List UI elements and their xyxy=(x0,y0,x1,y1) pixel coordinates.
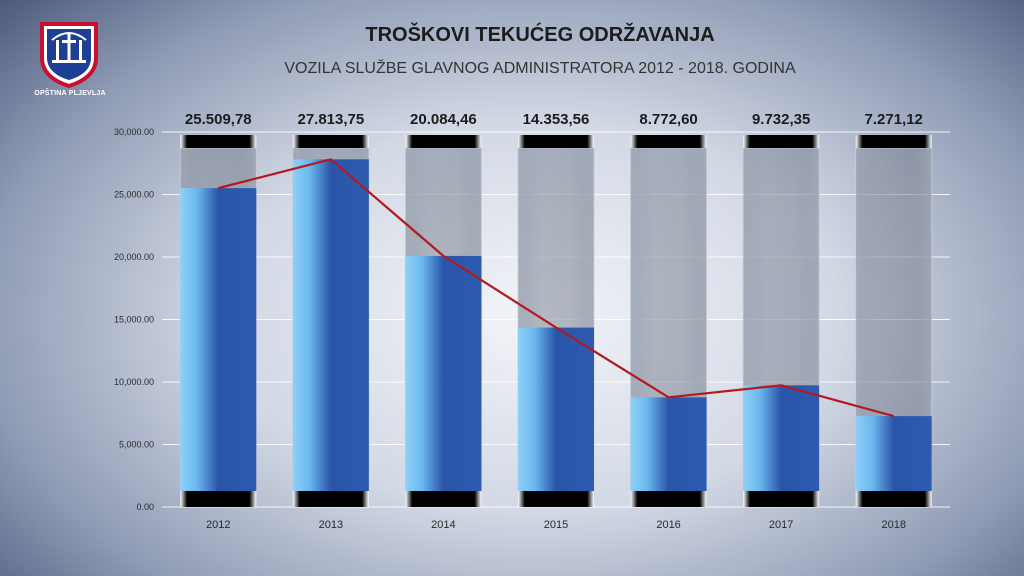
x-tick-label: 2015 xyxy=(544,519,568,531)
bar-bottom-cap xyxy=(855,491,932,507)
bar-top-cap xyxy=(855,135,932,148)
y-tick-label: 30,000.00 xyxy=(114,127,154,137)
x-tick-label: 2013 xyxy=(319,519,343,531)
bar-top-cap xyxy=(743,135,820,148)
trend-line xyxy=(218,158,895,418)
bar xyxy=(292,159,369,491)
bar-top-cap xyxy=(518,135,594,148)
bar xyxy=(743,385,820,491)
x-tick-label: 2017 xyxy=(769,519,793,531)
data-label: 27.813,75 xyxy=(297,111,364,128)
chart-subtitle: VOZILA SLUŽBE GLAVNOG ADMINISTRATORA 201… xyxy=(284,60,796,77)
y-tick-label: 25,000.00 xyxy=(114,190,154,200)
bar xyxy=(630,397,707,491)
bar xyxy=(855,416,932,491)
bar-top-cap xyxy=(180,135,257,148)
bar xyxy=(180,188,257,491)
chart-title: TROŠKOVI TEKUĆEG ODRŽAVANJA xyxy=(365,24,715,46)
bar-bottom-cap xyxy=(180,491,257,507)
data-label: 7.271,12 xyxy=(865,111,923,128)
y-tick-label: 20,000.00 xyxy=(114,252,154,262)
y-tick-label: 0.00 xyxy=(136,502,154,512)
x-tick-label: 2016 xyxy=(656,519,680,531)
data-label: 14.353,56 xyxy=(523,111,590,128)
bar-top-cap xyxy=(405,135,482,148)
municipality-logo xyxy=(40,22,98,88)
logo-caption: OPŠTINA PLJEVLJA xyxy=(34,90,106,97)
x-tick-label: 2018 xyxy=(881,519,905,531)
data-label: 9.732,35 xyxy=(752,111,810,128)
y-tick-label: 10,000.00 xyxy=(114,377,154,387)
bar-bottom-cap xyxy=(292,491,369,507)
bar-bottom-cap xyxy=(405,491,482,507)
bar-top-cap xyxy=(630,135,707,148)
data-label: 25.509,78 xyxy=(185,111,252,128)
bar-bottom-cap xyxy=(630,491,707,507)
y-tick-label: 5,000.00 xyxy=(119,440,154,450)
data-label: 8.772,60 xyxy=(639,111,697,128)
bar xyxy=(518,327,594,491)
bar-bottom-cap xyxy=(743,491,820,507)
data-label: 20.084,46 xyxy=(410,111,477,128)
y-tick-label: 15,000.00 xyxy=(114,315,154,325)
bar xyxy=(405,255,482,491)
x-tick-label: 2014 xyxy=(431,519,455,531)
bar-top-cap xyxy=(292,135,369,148)
bar-bottom-cap xyxy=(518,491,594,507)
x-tick-label: 2012 xyxy=(206,519,230,531)
